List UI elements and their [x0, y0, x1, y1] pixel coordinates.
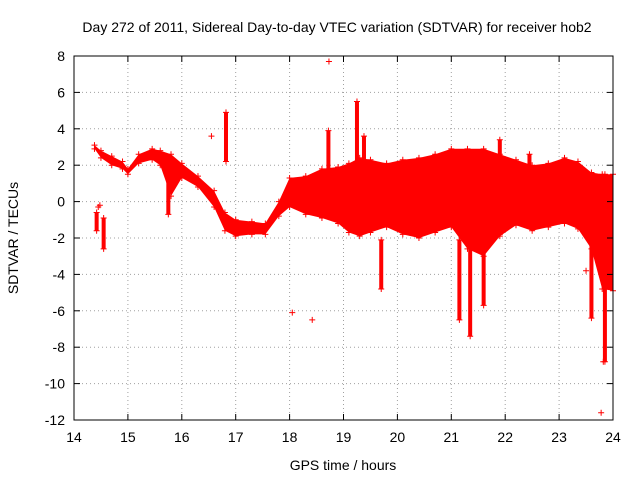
data-point	[598, 410, 604, 416]
chart-title: Day 272 of 2011, Sidereal Day-to-day VTE…	[82, 19, 591, 35]
data-spike	[166, 162, 170, 215]
data-point	[378, 286, 384, 292]
x-tick-labels: 14 15 16 17 18 19 20 21 22 23 24	[66, 429, 621, 445]
data-spike	[224, 112, 228, 161]
data-point	[497, 137, 503, 143]
y-tick-label: -8	[53, 339, 66, 355]
data-point	[223, 159, 229, 165]
x-tick-label: 24	[605, 429, 621, 445]
data-spike	[362, 136, 366, 223]
x-tick-label: 21	[444, 429, 460, 445]
data-points	[91, 58, 616, 415]
x-tick-label: 20	[390, 429, 406, 445]
x-tick-label: 18	[282, 429, 298, 445]
data-spike	[527, 154, 531, 220]
data-point	[101, 215, 107, 221]
data-point	[223, 109, 229, 115]
y-tick-label: -2	[53, 230, 66, 246]
data-point	[165, 211, 171, 217]
data-point	[467, 333, 473, 339]
y-tick-label: 2	[57, 157, 65, 173]
sdtvar-chart: Day 272 of 2011, Sidereal Day-to-day VTE…	[0, 0, 640, 480]
data-point	[526, 151, 532, 157]
y-tick-label: 8	[57, 48, 65, 64]
y-tick-label: -6	[53, 303, 66, 319]
data-point	[361, 133, 367, 139]
grid-lines	[74, 56, 613, 420]
data-point	[354, 99, 360, 105]
data-point	[208, 133, 214, 139]
x-tick-label: 16	[174, 429, 190, 445]
x-tick-label: 14	[66, 429, 82, 445]
data-spike	[379, 240, 383, 289]
y-tick-label: -10	[45, 376, 65, 392]
data-point	[481, 302, 487, 308]
data-spike	[603, 174, 607, 361]
x-axis-label: GPS time / hours	[290, 457, 397, 473]
y-axis-label: SDTVAR / TECUs	[5, 182, 21, 294]
data-spike	[102, 218, 106, 249]
data-spike	[326, 131, 330, 177]
y-tick-labels: 8 6 4 2 0 -2 -4 -6 -8 -10 -12	[45, 48, 65, 428]
data-point	[94, 228, 100, 234]
data-envelope	[95, 145, 614, 291]
data-point	[583, 268, 589, 274]
data-point	[456, 317, 462, 323]
data-point	[326, 58, 332, 64]
y-tick-label: -12	[45, 412, 65, 428]
data-point	[378, 237, 384, 243]
x-tick-label: 19	[336, 429, 352, 445]
y-tick-label: -4	[53, 266, 66, 282]
data-point	[125, 171, 131, 177]
data-point	[309, 317, 315, 323]
y-tick-label: 4	[57, 121, 65, 137]
data-point	[94, 210, 100, 216]
y-tick-label: 6	[57, 84, 65, 100]
data-spike	[468, 240, 472, 336]
data-point	[101, 246, 107, 252]
y-tick-label: 0	[57, 194, 65, 210]
x-tick-label: 22	[497, 429, 513, 445]
x-tick-label: 17	[228, 429, 244, 445]
data-spike	[355, 102, 359, 184]
x-tick-label: 23	[551, 429, 567, 445]
data-spike	[589, 187, 593, 318]
data-point	[588, 315, 594, 321]
data-spike	[457, 240, 461, 320]
x-tick-label: 15	[120, 429, 136, 445]
